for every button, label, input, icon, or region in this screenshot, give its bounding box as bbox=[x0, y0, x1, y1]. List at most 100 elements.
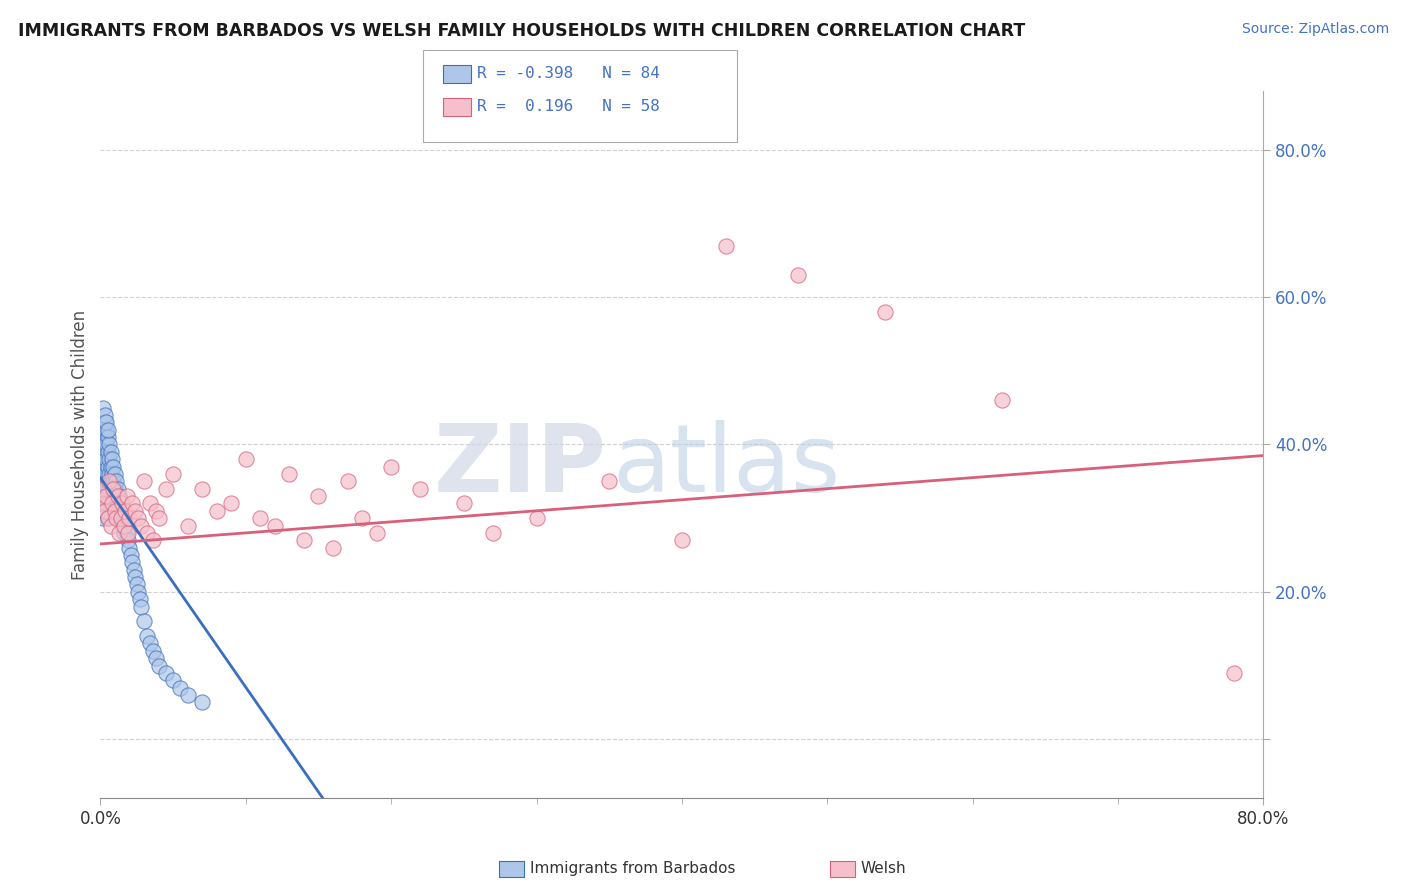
Point bbox=[100, 459, 122, 474]
Point bbox=[125, 577, 148, 591]
Point bbox=[112, 511, 135, 525]
Point bbox=[176, 518, 198, 533]
Point bbox=[135, 525, 157, 540]
Point bbox=[93, 489, 115, 503]
Point bbox=[93, 475, 115, 489]
Point bbox=[121, 555, 143, 569]
Text: atlas: atlas bbox=[612, 420, 841, 512]
Point bbox=[191, 695, 214, 709]
Point bbox=[409, 482, 432, 496]
Point bbox=[101, 467, 124, 481]
Point bbox=[129, 599, 152, 614]
Point bbox=[380, 459, 402, 474]
Point bbox=[139, 636, 162, 650]
Point bbox=[98, 482, 121, 496]
Point bbox=[96, 482, 118, 496]
Point bbox=[101, 496, 124, 510]
Point bbox=[111, 504, 134, 518]
Point bbox=[104, 482, 127, 496]
Point bbox=[1223, 665, 1246, 680]
Point bbox=[127, 511, 149, 525]
Point bbox=[91, 489, 114, 503]
Point bbox=[990, 393, 1012, 408]
Point bbox=[145, 651, 167, 665]
Point bbox=[124, 504, 146, 518]
Point bbox=[96, 452, 118, 467]
Text: IMMIGRANTS FROM BARBADOS VS WELSH FAMILY HOUSEHOLDS WITH CHILDREN CORRELATION CH: IMMIGRANTS FROM BARBADOS VS WELSH FAMILY… bbox=[18, 22, 1025, 40]
Point bbox=[103, 475, 125, 489]
Point bbox=[118, 541, 141, 555]
Point bbox=[90, 437, 112, 451]
Point bbox=[148, 658, 170, 673]
Point bbox=[96, 423, 118, 437]
Point bbox=[93, 459, 115, 474]
Point bbox=[671, 533, 693, 548]
Point bbox=[132, 475, 155, 489]
Point bbox=[142, 533, 165, 548]
Point bbox=[91, 401, 114, 415]
Point bbox=[155, 482, 177, 496]
Point bbox=[112, 518, 135, 533]
Point bbox=[118, 511, 141, 525]
Point bbox=[97, 511, 120, 525]
Point bbox=[115, 525, 138, 540]
Point bbox=[90, 475, 112, 489]
Point bbox=[278, 467, 301, 481]
Text: R =  0.196   N = 58: R = 0.196 N = 58 bbox=[477, 99, 659, 113]
Point bbox=[103, 482, 125, 496]
Point bbox=[121, 496, 143, 510]
Point bbox=[111, 518, 134, 533]
Point bbox=[191, 482, 214, 496]
Point bbox=[91, 452, 114, 467]
Point bbox=[526, 511, 548, 525]
Point bbox=[96, 437, 118, 451]
Point bbox=[235, 452, 257, 467]
Point bbox=[107, 482, 129, 496]
Point bbox=[176, 688, 198, 702]
Point bbox=[97, 475, 120, 489]
Point bbox=[103, 489, 125, 503]
Text: R = -0.398   N = 84: R = -0.398 N = 84 bbox=[477, 66, 659, 80]
Point bbox=[263, 518, 285, 533]
Point bbox=[307, 489, 329, 503]
Point bbox=[97, 445, 120, 459]
Point bbox=[322, 541, 344, 555]
Point bbox=[145, 504, 167, 518]
Point bbox=[115, 489, 138, 503]
Point bbox=[108, 489, 131, 503]
Point bbox=[98, 437, 121, 451]
Point bbox=[97, 459, 120, 474]
Point bbox=[96, 467, 118, 481]
Point bbox=[132, 615, 155, 629]
Point bbox=[104, 504, 127, 518]
Point bbox=[91, 482, 114, 496]
Point bbox=[93, 504, 115, 518]
Point bbox=[90, 496, 112, 510]
Point bbox=[103, 459, 125, 474]
Point bbox=[104, 496, 127, 510]
Point bbox=[91, 423, 114, 437]
Point bbox=[108, 525, 131, 540]
Point bbox=[104, 467, 127, 481]
Point bbox=[97, 511, 120, 525]
Point bbox=[366, 525, 388, 540]
Point bbox=[135, 629, 157, 643]
Point bbox=[205, 504, 228, 518]
Point bbox=[249, 511, 271, 525]
Point bbox=[453, 496, 475, 510]
Text: Immigrants from Barbados: Immigrants from Barbados bbox=[530, 862, 735, 876]
Point bbox=[100, 475, 122, 489]
Point bbox=[90, 452, 112, 467]
Point bbox=[110, 496, 132, 510]
Point bbox=[105, 489, 128, 503]
Point bbox=[122, 563, 145, 577]
Point bbox=[97, 423, 120, 437]
Point bbox=[100, 518, 122, 533]
Point bbox=[96, 416, 118, 430]
Point bbox=[875, 305, 897, 319]
Point bbox=[98, 467, 121, 481]
Text: Welsh: Welsh bbox=[860, 862, 905, 876]
Point bbox=[91, 467, 114, 481]
Point bbox=[98, 452, 121, 467]
Point bbox=[108, 504, 131, 518]
